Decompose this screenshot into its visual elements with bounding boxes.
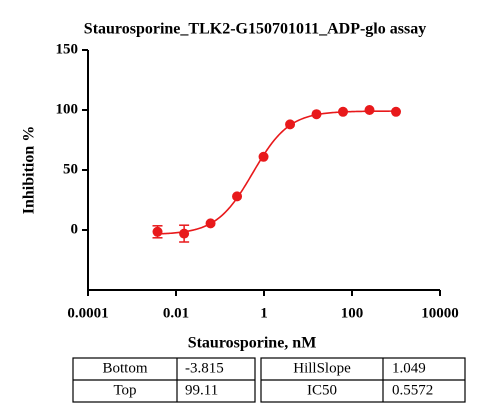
table-label: Bottom — [102, 360, 147, 376]
x-tick-label: 10000 — [421, 305, 459, 321]
table-value: -3.815 — [185, 360, 224, 376]
table-label: HillSlope — [293, 360, 351, 376]
y-tick-label: 50 — [63, 161, 78, 177]
data-point — [258, 151, 269, 162]
data-point — [205, 218, 216, 229]
data-point — [152, 226, 163, 237]
y-tick-label: 150 — [56, 41, 79, 57]
table-value: 1.049 — [392, 360, 426, 376]
data-point — [179, 228, 190, 239]
table-value: 0.5572 — [392, 382, 433, 398]
x-tick-label: 0.0001 — [67, 305, 108, 321]
chart-title: Staurosporine_TLK2-G150701011_ADP-glo as… — [84, 21, 426, 38]
data-point — [364, 105, 375, 115]
x-tick-label: 100 — [341, 305, 364, 321]
y-tick-label: 0 — [71, 221, 79, 237]
data-point — [285, 119, 296, 130]
fit-curve — [157, 110, 396, 235]
x-tick-label: 1 — [260, 305, 268, 321]
table-value: 99.11 — [185, 382, 218, 398]
table-label: Top — [113, 382, 136, 398]
y-axis-label: Inhibition % — [21, 126, 38, 214]
data-point — [338, 106, 349, 117]
y-tick-label: 100 — [56, 101, 79, 117]
table-label: IC50 — [307, 382, 337, 398]
x-axis-label: Staurosporine, nM — [188, 335, 317, 352]
data-point — [311, 109, 322, 120]
x-tick-label: 0.01 — [163, 305, 189, 321]
data-point — [391, 106, 401, 117]
data-point — [232, 191, 243, 202]
